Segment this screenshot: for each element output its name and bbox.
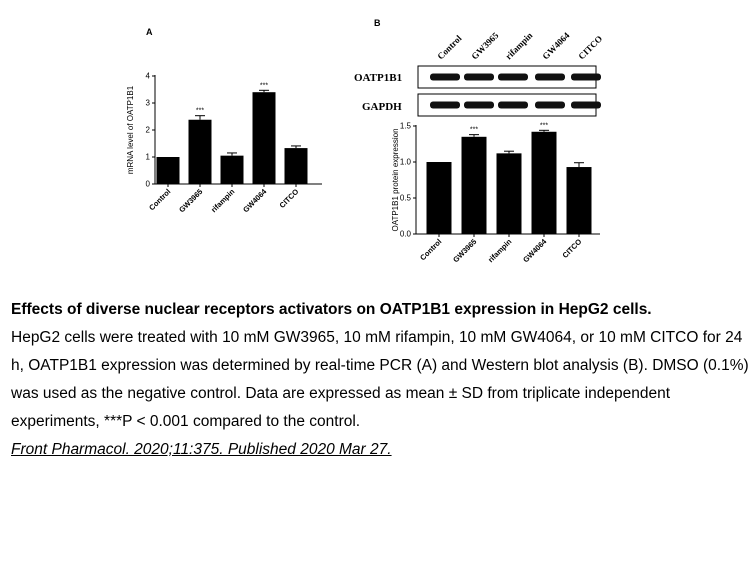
panel-a-y-tick-label: 3: [146, 99, 151, 108]
panel-a-bar-chart: 0 1 2 3 4 Control *** GW3965 rifampin *** GW4064 CI…: [146, 72, 322, 215]
oatp1b1-band: [498, 73, 528, 81]
panel-b-y-axis-label: OATP1B1 protein expression: [391, 128, 400, 231]
panel-a-significance-label: ***: [196, 108, 204, 115]
panel-a-category-label: Control: [147, 187, 172, 212]
panel-b-y-tick-label: 1.0: [400, 158, 412, 167]
gapdh-band: [464, 101, 494, 109]
panel-a-bar: [156, 157, 180, 184]
gapdh-band: [430, 101, 460, 109]
panel-b-category-label: GW3965: [451, 237, 478, 264]
oatp1b1-band: [535, 73, 565, 81]
panel-b-bar: [461, 136, 487, 234]
panel-a-category-label: GW4064: [241, 186, 269, 214]
panel-a-label: A: [146, 27, 153, 37]
figure: A mRNA level of OATP1B1 0 1 2 3 4 Control *** G…: [126, 18, 604, 264]
blot-lane-label: Control: [435, 33, 464, 62]
blot-label-oatp1b1: OATP1B1: [354, 72, 402, 84]
panel-a-bar: [252, 92, 276, 184]
panel-a-y-tick-label: 4: [146, 72, 151, 81]
panel-a: A mRNA level of OATP1B1 0 1 2 3 4 Control *** G…: [126, 27, 322, 214]
panel-a-y-axis-label: mRNA level of OATP1B1: [126, 85, 135, 174]
panel-a-significance-label: ***: [260, 82, 268, 89]
blot-bands: [430, 73, 601, 109]
panel-a-bar: [220, 155, 244, 184]
oatp1b1-band: [571, 73, 601, 81]
gapdh-band: [535, 101, 565, 109]
panel-a-category-label: rifampin: [209, 187, 237, 215]
panel-b-category-label: CITCO: [561, 237, 584, 260]
blot-lane-label: GW4064: [540, 30, 571, 61]
panel-b-significance-label: ***: [540, 122, 548, 129]
panel-a-bar: [188, 119, 212, 184]
blot-label-gapdh: GAPDH: [362, 101, 402, 113]
panel-b-y-tick-label: 0.0: [400, 230, 412, 239]
caption-body: HepG2 cells were treated with 10 mM GW39…: [11, 329, 749, 430]
panel-b-significance-label: ***: [470, 127, 478, 134]
panel-a-category-label: CITCO: [278, 187, 301, 210]
panel-a-y-tick-label: 1: [146, 153, 151, 162]
oatp1b1-band: [430, 73, 460, 81]
panel-b-category-label: GW4064: [521, 236, 549, 264]
panel-a-bar: [284, 148, 308, 184]
panel-b-y-tick-label: 0.5: [400, 194, 412, 203]
panel-b-bar: [496, 153, 522, 234]
panel-a-y-tick-label: 0: [146, 180, 151, 189]
panel-a-category-label: GW3965: [177, 187, 204, 214]
panel-b-bar: [426, 162, 452, 234]
caption-title: Effects of diverse nuclear receptors act…: [11, 301, 652, 318]
panel-b-bar-chart: 0.0 0.5 1.0 1.5 Control *** GW3965 rifampin *** G…: [400, 122, 600, 265]
blot-lane-label: GW3965: [469, 30, 500, 61]
caption-citation: Front Pharmacol. 2020;11:375. Published …: [11, 441, 392, 458]
panel-b-category-label: rifampin: [486, 237, 514, 265]
panel-b-y-tick-label: 1.5: [400, 122, 412, 131]
panel-b-bar: [566, 167, 592, 234]
gapdh-band: [571, 101, 601, 109]
figure-caption: Effects of diverse nuclear receptors act…: [11, 296, 751, 464]
panel-b-label: B: [374, 18, 381, 28]
panel-b: B Control GW3965 rifampin GW4064 CITCO OATP1…: [354, 18, 604, 264]
panel-b-category-label: Control: [418, 237, 443, 262]
gapdh-band: [498, 101, 528, 109]
panel-b-bar: [531, 131, 557, 234]
blot-lane-labels: Control GW3965 rifampin GW4064 CITCO: [435, 30, 604, 61]
blot-lane-label: CITCO: [576, 33, 604, 61]
blot-lane-label: rifampin: [503, 30, 534, 61]
panel-a-y-tick-label: 2: [146, 126, 151, 135]
oatp1b1-band: [464, 73, 494, 81]
